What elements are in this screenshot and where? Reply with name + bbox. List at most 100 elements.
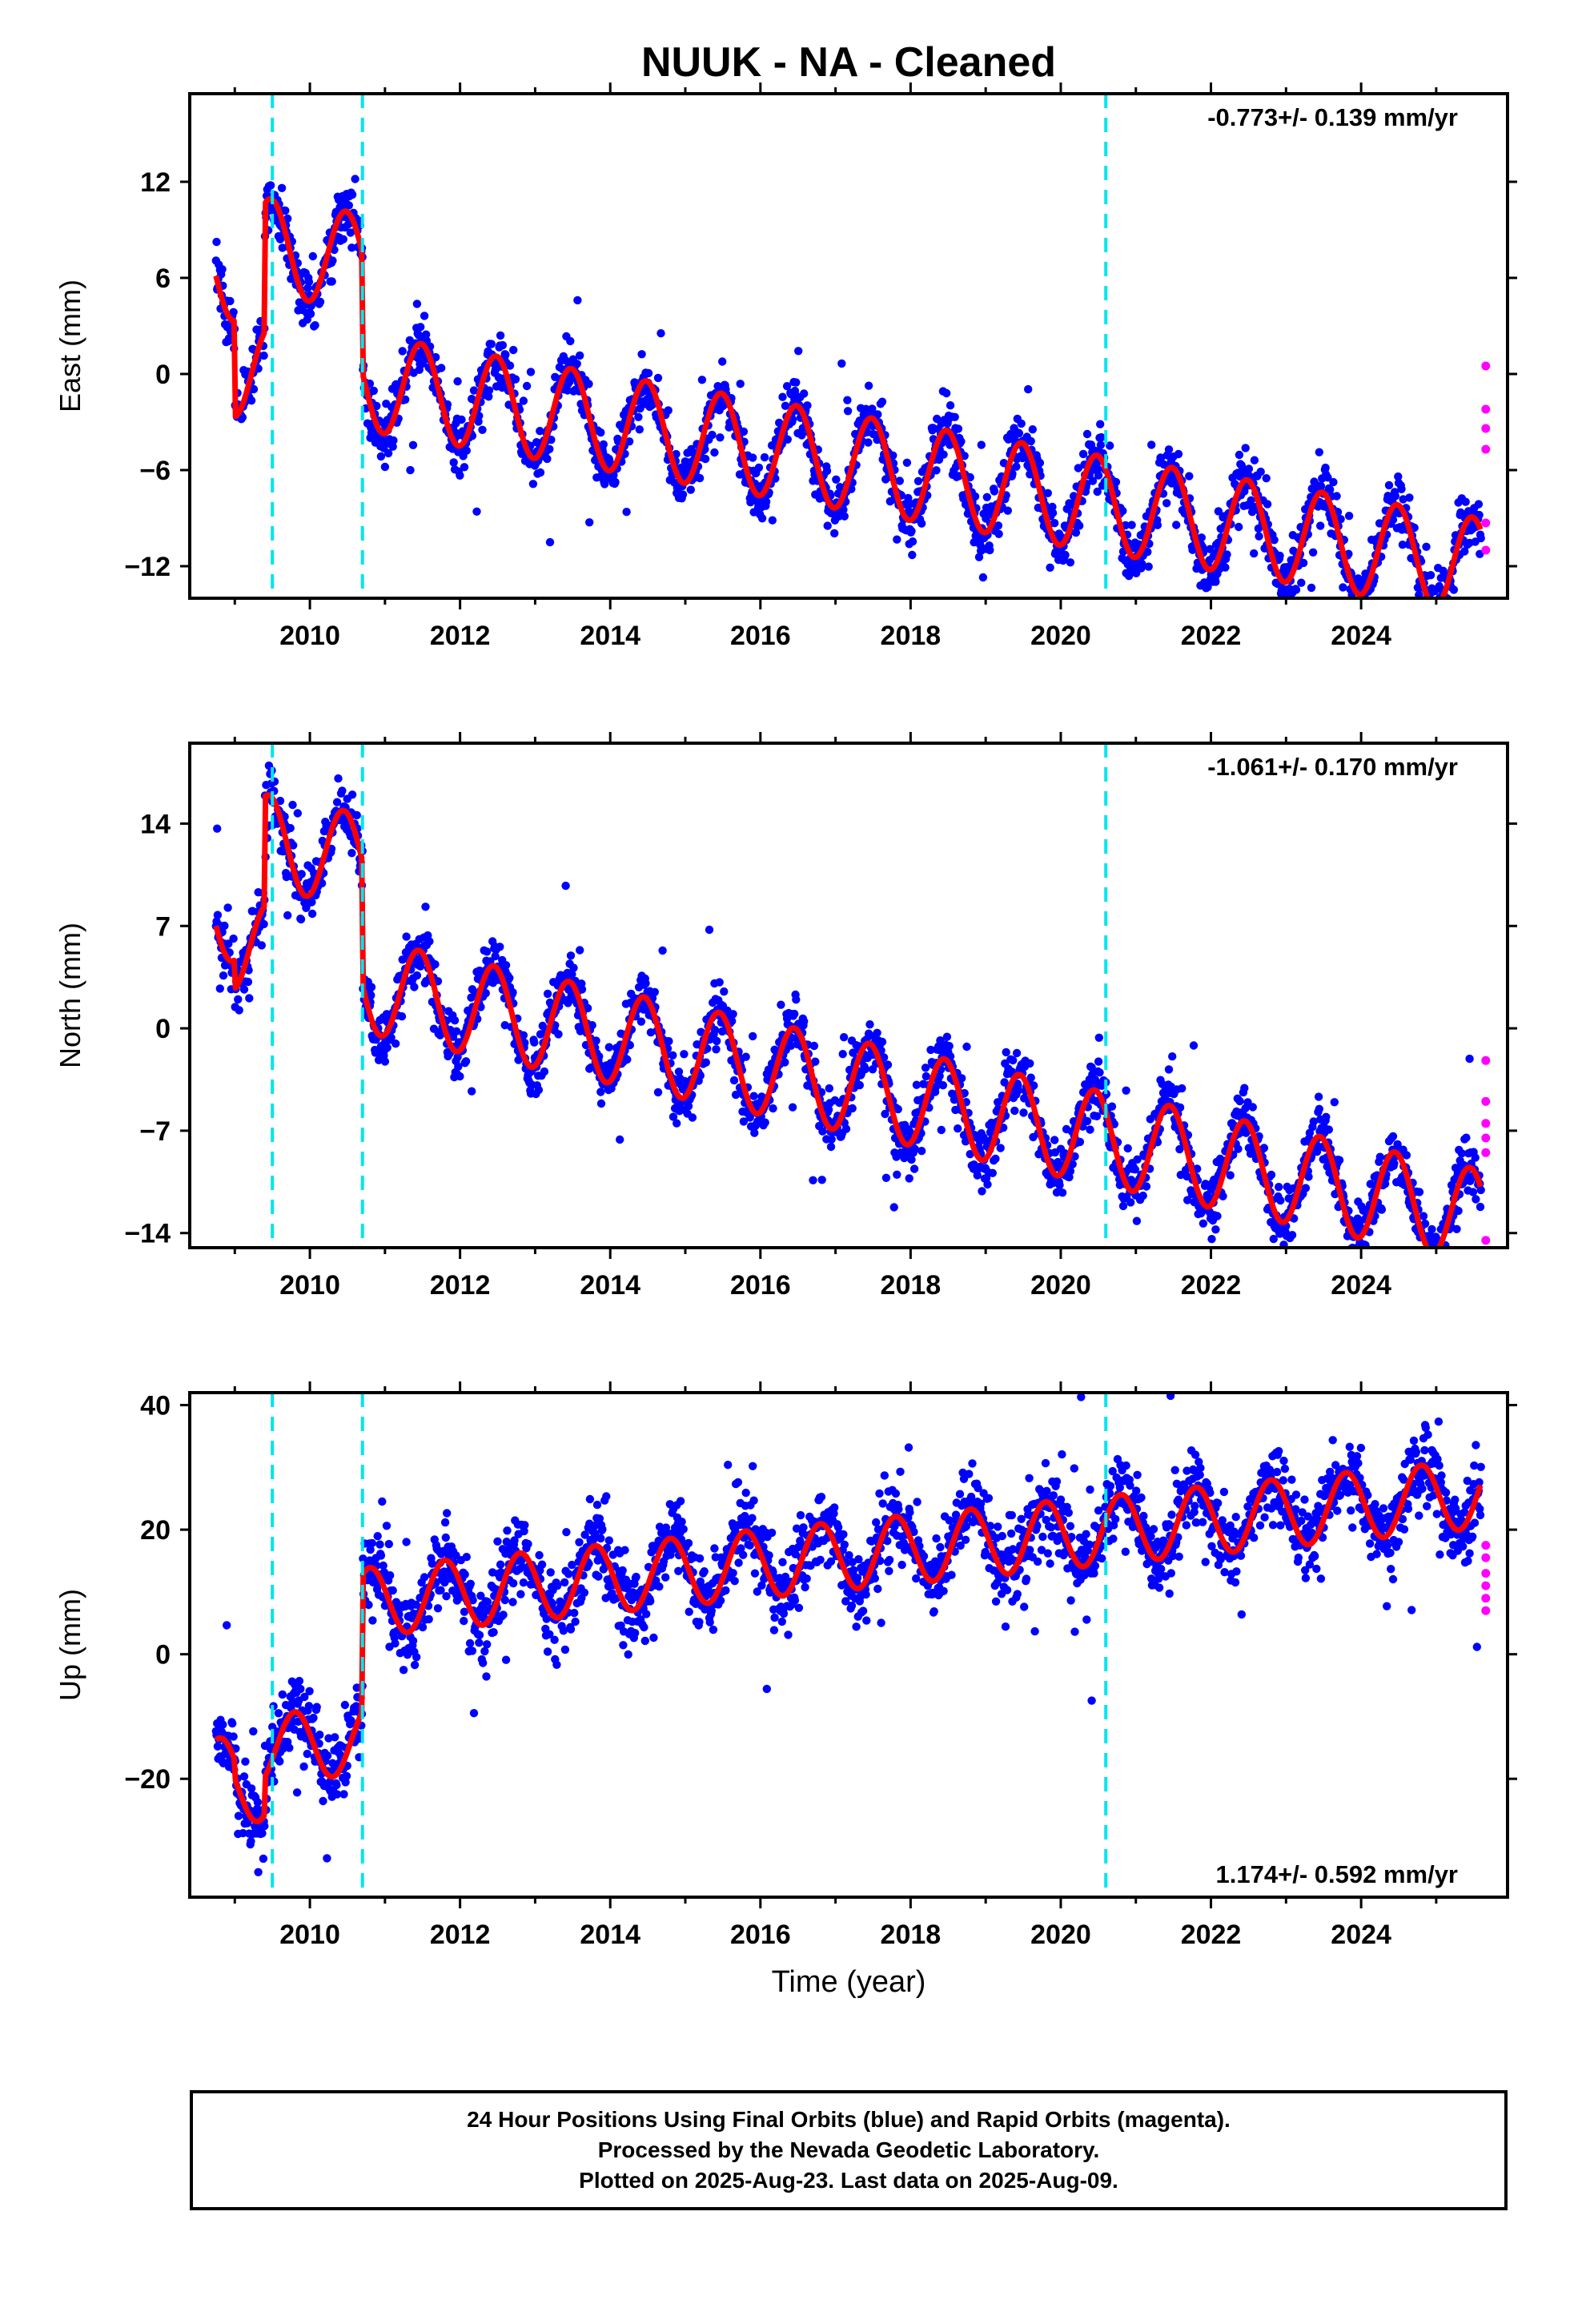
data-point	[213, 824, 222, 833]
x-tick-label: 2024	[1331, 1270, 1391, 1301]
model-fit-line	[213, 195, 1484, 598]
data-point	[893, 1170, 901, 1180]
data-point	[596, 428, 605, 437]
data-point	[375, 1540, 384, 1549]
data-point	[1250, 456, 1259, 464]
data-point	[1093, 487, 1102, 497]
data-point	[228, 1719, 237, 1728]
data-point	[519, 396, 528, 405]
data-point	[1377, 1205, 1387, 1214]
data-point	[1351, 1252, 1359, 1260]
data-point	[484, 386, 494, 395]
data-point	[792, 378, 801, 387]
data-point	[713, 1036, 721, 1046]
data-point	[1066, 558, 1075, 567]
data-point	[596, 1088, 605, 1096]
data-point	[530, 1038, 539, 1047]
data-point	[1096, 440, 1106, 449]
data-point	[826, 1142, 836, 1152]
y-tick-label: 0	[155, 360, 171, 390]
data-point	[229, 934, 238, 943]
data-point	[1010, 1106, 1019, 1116]
data-point	[644, 368, 653, 378]
data-point	[708, 430, 717, 440]
data-point	[398, 347, 407, 356]
data-point	[822, 466, 832, 476]
data-point	[641, 979, 650, 988]
data-point	[1162, 499, 1171, 508]
data-point	[1050, 1136, 1059, 1144]
data-point	[1323, 473, 1332, 482]
data-point	[1439, 1252, 1447, 1261]
data-point	[566, 951, 576, 960]
data-point	[749, 453, 757, 462]
x-tick-label: 2022	[1181, 1270, 1242, 1301]
data-point	[331, 1733, 339, 1742]
data-point	[234, 1811, 243, 1820]
data-point	[902, 458, 912, 467]
data-point	[695, 473, 705, 483]
y-axis-label: East (mm)	[54, 279, 86, 412]
data-point	[293, 809, 302, 818]
data-point	[611, 477, 620, 487]
data-point	[1316, 521, 1325, 530]
data-point	[838, 1050, 847, 1059]
data-point	[1132, 569, 1141, 577]
data-point	[1275, 1183, 1283, 1192]
data-point	[1123, 1144, 1132, 1153]
data-point	[994, 521, 1003, 530]
data-point	[623, 1055, 632, 1064]
data-point	[710, 448, 719, 457]
data-point	[883, 1060, 893, 1069]
data-point	[701, 1058, 710, 1067]
data-point	[456, 471, 464, 480]
data-point	[380, 462, 390, 472]
data-point	[996, 1144, 1005, 1152]
data-point	[1138, 559, 1146, 569]
data-point	[1444, 602, 1452, 610]
data-point	[1142, 1182, 1151, 1191]
data-point	[746, 498, 755, 507]
data-point	[1270, 536, 1279, 545]
data-point	[1118, 1201, 1128, 1211]
data-point	[1471, 1153, 1480, 1162]
data-point	[1426, 600, 1434, 608]
data-point	[1111, 477, 1121, 487]
data-point	[865, 1020, 874, 1029]
data-point	[286, 823, 295, 833]
data-point	[1046, 563, 1054, 572]
data-point	[461, 1057, 471, 1066]
data-point	[1456, 508, 1465, 517]
data-point	[213, 911, 223, 919]
data-point	[383, 448, 393, 458]
x-tick-label: 2014	[580, 1270, 640, 1301]
data-point	[783, 435, 792, 444]
y-tick-label: 12	[140, 167, 171, 198]
data-point	[861, 404, 870, 413]
data-point	[792, 995, 801, 1004]
data-point	[281, 206, 290, 215]
data-point	[905, 1174, 913, 1183]
data-point	[1315, 1104, 1324, 1114]
data-point	[1420, 1272, 1428, 1280]
data-point	[1336, 515, 1345, 524]
data-point	[388, 1586, 397, 1595]
data-point	[389, 436, 398, 445]
data-point	[1118, 506, 1127, 516]
data-point	[1276, 1196, 1285, 1205]
data-point	[315, 1731, 324, 1739]
data-point	[249, 384, 259, 394]
data-point	[749, 1031, 757, 1041]
data-point	[309, 1713, 318, 1723]
data-point	[777, 1000, 785, 1009]
data-point	[840, 512, 849, 521]
data-point	[402, 1538, 411, 1546]
data-point	[223, 1621, 231, 1630]
data-point	[1441, 633, 1449, 641]
data-point	[472, 507, 481, 516]
data-point	[1429, 611, 1437, 619]
data-point	[1075, 521, 1084, 530]
data-point	[511, 375, 520, 384]
data-point	[1107, 1102, 1117, 1111]
data-point	[260, 1822, 269, 1831]
